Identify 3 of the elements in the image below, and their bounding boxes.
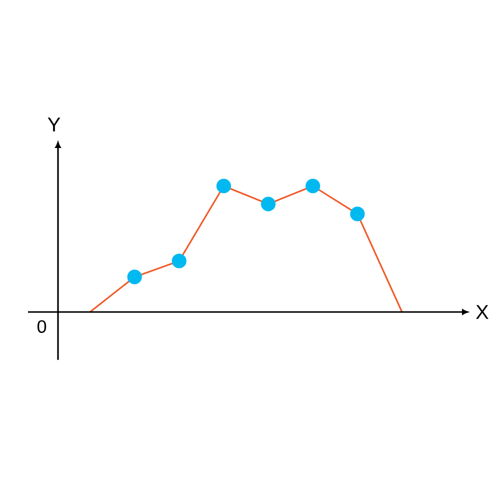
text: 0 bbox=[37, 320, 46, 333]
x-axis-title: X bbox=[476, 305, 488, 319]
y-axis-title: Y bbox=[48, 118, 60, 132]
